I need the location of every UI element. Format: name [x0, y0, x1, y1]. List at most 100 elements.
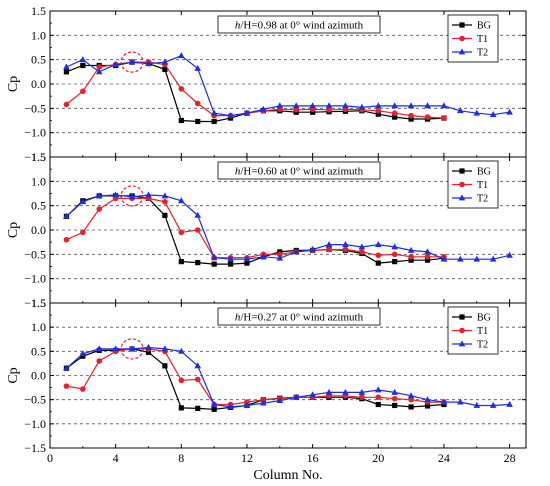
panel-title-italic-h: h [235, 20, 241, 32]
data-point-BG [424, 403, 431, 409]
data-point-T2 [194, 211, 202, 218]
data-point-T1 [96, 64, 103, 70]
data-point-T1 [178, 86, 185, 92]
data-point-BG [310, 109, 316, 115]
data-point-T2 [374, 241, 382, 247]
data-point-T2 [210, 254, 218, 261]
data-point-T1 [408, 112, 414, 119]
data-point-T2 [145, 59, 152, 66]
y-tick-label: −0.5 [24, 393, 46, 407]
data-point-T2 [79, 198, 87, 205]
x-tick-label: 4 [113, 451, 119, 465]
data-point-T2 [506, 400, 513, 407]
series-line-BG [66, 348, 444, 410]
data-point-T2 [194, 362, 202, 369]
data-point-T2 [161, 58, 169, 65]
series-line-T2 [66, 55, 510, 117]
data-point-T1 [178, 377, 185, 384]
y-axis-label-panel: Cp [6, 222, 21, 238]
data-point-T2 [161, 192, 169, 199]
chart-panel-1: 1.5 1.0 0.5 0.0 −0.5 −1.0 −1.5 Cp h/H=0.98 at 0°… [6, 4, 527, 164]
data-point-T1 [326, 106, 332, 113]
data-point-T1 [276, 251, 283, 258]
data-point-T2 [63, 212, 70, 219]
legend-label-BG: BG [477, 21, 491, 32]
data-point-BG [392, 259, 398, 265]
panel-title-italic-h: h [235, 166, 241, 178]
data-point-T2 [210, 400, 218, 407]
data-point-T2 [506, 108, 513, 115]
data-point-T2 [424, 396, 431, 403]
data-point-T1 [326, 246, 332, 253]
data-point-T2 [276, 254, 284, 261]
data-point-T2 [128, 345, 136, 352]
y-axis-label-panel: Cp [6, 76, 21, 92]
data-point-T2 [457, 107, 464, 114]
data-point-T1 [96, 358, 103, 364]
data-point-T2 [358, 243, 366, 250]
chart-panel-2: 1.5 1.0 0.5 0.0 −0.5 −1.0 −1.5 Cp h/H=0.60 at 0°… [6, 150, 527, 310]
legend-label-BG: BG [477, 313, 491, 324]
data-point-T2 [210, 109, 218, 116]
panel-title-box [217, 15, 381, 34]
data-point-T2 [95, 345, 103, 352]
data-point-T2 [309, 391, 316, 398]
data-point-T2 [391, 388, 398, 395]
data-point-BG [408, 257, 414, 263]
data-point-T1 [408, 253, 414, 260]
data-point-T2 [112, 191, 119, 198]
data-point-BG [211, 261, 217, 267]
data-point-T2 [407, 392, 415, 399]
legend-label-BG: BG [477, 167, 491, 178]
legend-label-T2: T2 [477, 194, 488, 205]
y-tick-label: 0.5 [31, 199, 46, 213]
data-point-BG [80, 62, 86, 69]
data-point-T2 [473, 109, 481, 116]
data-point-BG [408, 404, 414, 410]
y-axis-label-panel: Cp [6, 367, 21, 383]
y-tick-label: −1.0 [24, 272, 46, 286]
legend-marker-BG [459, 168, 465, 174]
y-tick-label: 1.0 [31, 174, 46, 188]
data-point-T2 [292, 102, 300, 109]
data-point-T1 [80, 386, 86, 392]
data-point-BG [244, 260, 250, 266]
data-point-T2 [473, 255, 481, 262]
data-point-T1 [342, 246, 349, 253]
x-tick-label: 12 [241, 451, 253, 465]
data-point-T1 [424, 114, 431, 120]
data-point-T1 [375, 394, 382, 401]
data-point-T2 [112, 60, 119, 67]
data-point-T2 [79, 56, 87, 63]
panel-title: h/H=0.27 at 0° wind azimuth [235, 312, 364, 324]
data-point-T2 [243, 109, 251, 116]
data-point-BG [211, 118, 217, 125]
data-point-BG [392, 402, 398, 409]
data-point-T2 [309, 102, 316, 109]
legend-marker-T1 [459, 327, 465, 334]
data-point-T2 [161, 345, 169, 352]
data-point-T1 [63, 101, 70, 108]
data-point-T2 [489, 111, 497, 118]
data-point-T2 [391, 243, 398, 250]
data-point-T1 [178, 229, 185, 236]
data-point-T2 [145, 343, 152, 350]
data-point-T1 [391, 395, 398, 402]
y-tick-label: −1.5 [24, 441, 46, 455]
data-point-T2 [227, 255, 234, 262]
data-point-BG [375, 111, 381, 117]
data-point-T2 [128, 58, 136, 65]
data-point-T2 [473, 401, 481, 408]
y-tick-label: 0.0 [31, 223, 46, 237]
series-line-BG [65, 195, 444, 265]
data-point-T2 [227, 112, 234, 119]
y-tick-label: −1.5 [24, 296, 46, 310]
data-point-BG [178, 259, 184, 265]
data-point-T1 [194, 100, 201, 107]
data-point-T2 [145, 191, 152, 198]
panel-title: h/H=0.98 at 0° wind azimuth [235, 20, 364, 32]
data-point-T2 [243, 401, 251, 408]
chart-panel-3: 1.5 1.0 0.5 0.0 −0.5 −1.0 −1.5 Cp h/H=0.27 at 0°… [6, 296, 527, 455]
panel-title-box [217, 307, 381, 326]
